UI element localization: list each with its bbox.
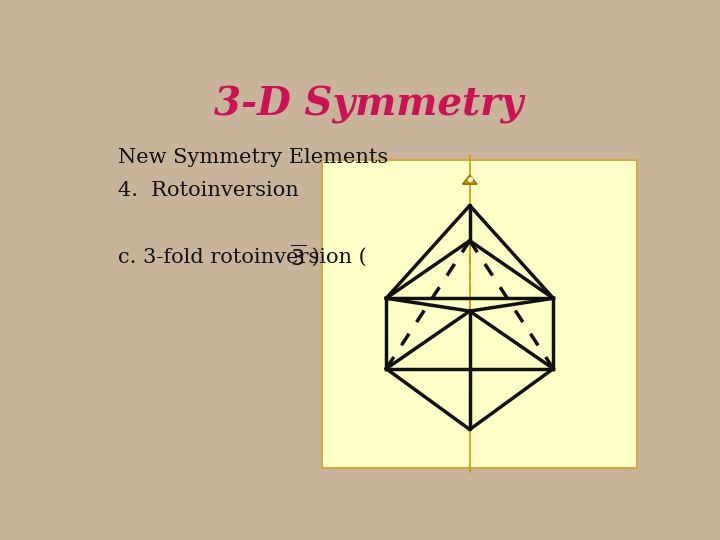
Text: 4.  Rotoinversion: 4. Rotoinversion [118,181,299,200]
FancyBboxPatch shape [322,160,637,468]
Text: $\overline{3}$: $\overline{3}$ [289,246,306,271]
Polygon shape [462,175,477,184]
Text: New Symmetry Elements: New Symmetry Elements [118,148,388,167]
Text: ): ) [305,248,320,267]
Text: c. 3-fold rotoinversion (: c. 3-fold rotoinversion ( [118,248,373,267]
Text: 3-D Symmetry: 3-D Symmetry [215,85,523,124]
